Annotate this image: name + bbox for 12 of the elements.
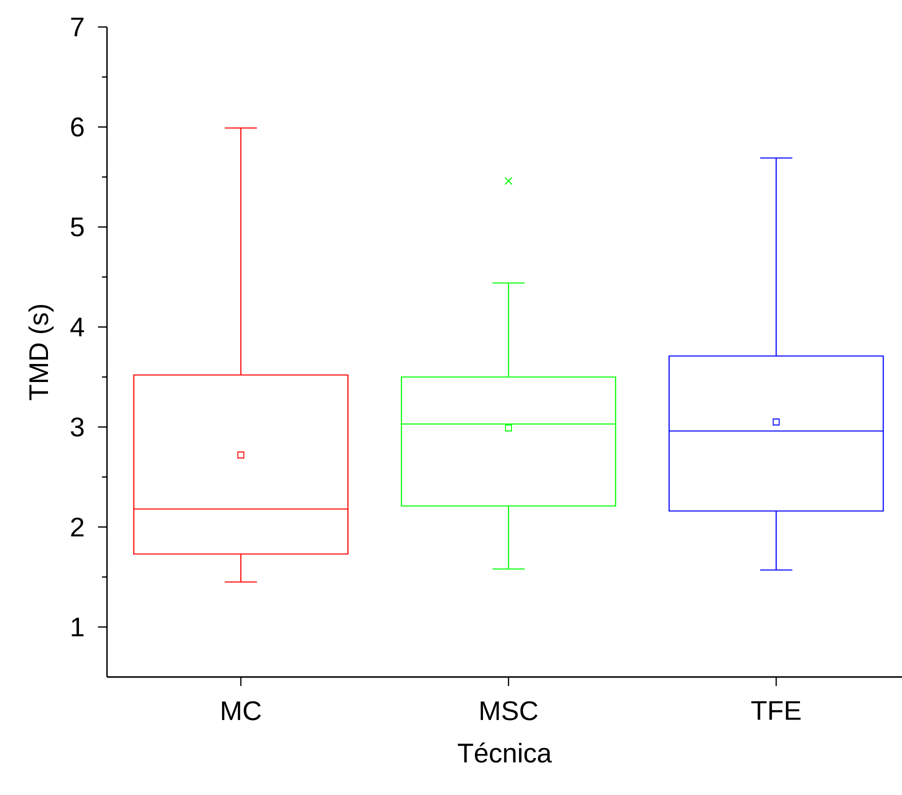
y-tick-label: 7 — [71, 18, 84, 36]
y-tick-label: 2 — [71, 518, 84, 536]
x-tick-label: MSC — [480, 701, 538, 720]
y-tick-label: 6 — [71, 117, 84, 137]
y-tick-label: 1 — [72, 618, 84, 636]
y-tick-label: 3 — [70, 417, 84, 437]
x-tick-label: MC — [222, 701, 261, 720]
x-axis-title: Técnica — [458, 742, 552, 763]
y-tick-label: 5 — [70, 218, 84, 236]
y-axis-title: TMD (s) — [28, 304, 54, 400]
x-tick-label: TFE — [751, 701, 801, 720]
y-tick-label: 4 — [70, 318, 84, 336]
